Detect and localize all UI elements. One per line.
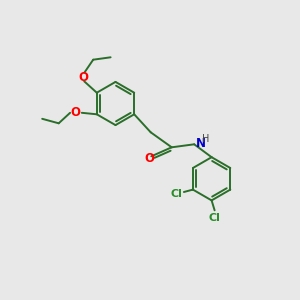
Text: O: O [78,70,88,84]
Text: H: H [202,134,209,144]
Text: N: N [195,137,206,150]
Text: O: O [70,106,80,119]
Text: Cl: Cl [170,189,182,199]
Text: O: O [144,152,154,165]
Text: Cl: Cl [209,213,220,223]
